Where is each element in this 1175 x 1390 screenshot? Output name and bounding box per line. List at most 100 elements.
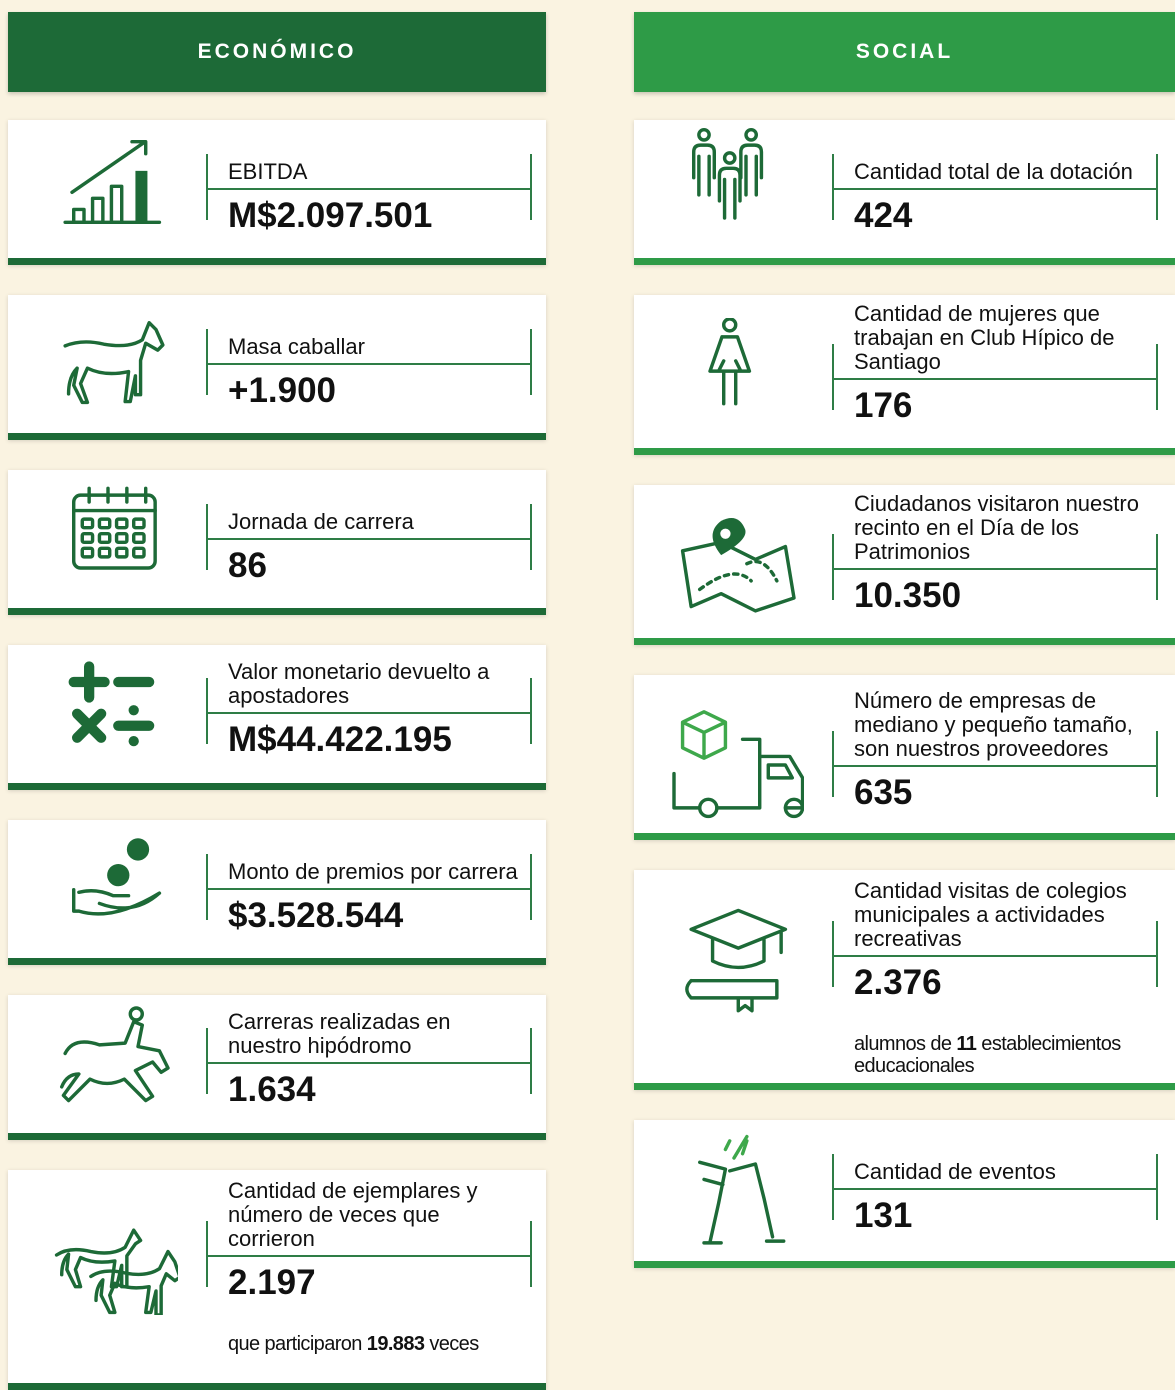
stat-value: M$44.422.195 [228,720,452,759]
divider [206,504,208,570]
icon [68,661,155,747]
divider [530,504,532,570]
card-bar [8,608,546,615]
stat-card: Cantidad de ejemplares y número de veces… [8,1170,546,1390]
stat-card: Valor monetario devuelto a apostadores M$… [8,645,546,790]
stat-value: 635 [854,773,913,812]
card-bar [8,1133,546,1140]
card-bar [634,448,1175,455]
icon [692,128,764,220]
note-text: establecimientos educacionales [854,1033,1121,1077]
divider [832,1188,1156,1190]
stat-card: Cantidad de mujeres que trabajan en Club… [634,295,1175,455]
icon [63,140,162,224]
stat-value: +1.900 [228,371,337,410]
header-title: ECONÓMICO [197,40,357,63]
stat-card: Ciudadanos visitaron nuestro recinto en … [634,485,1175,645]
divider [206,188,530,190]
divider [832,921,834,987]
stat-label: Masa caballar [228,334,365,359]
note-text: que participaron [228,1333,362,1355]
header-social: SOCIAL [634,12,1175,92]
stat-card: Cantidad total de la dotación 424 [634,120,1175,265]
divider [530,1028,532,1094]
icon [72,486,157,570]
stat-label: Cantidad visitas de colegios municipales… [854,878,1127,951]
header-title: SOCIAL [855,40,954,63]
divider [1156,921,1158,987]
stat-value: 1.634 [228,1070,316,1109]
divider [832,1154,834,1220]
note-text: alumnos de [854,1033,952,1055]
stat-value: 86 [228,546,267,585]
header-economico: ECONÓMICO [8,12,546,92]
divider [530,1221,532,1287]
stat-card: Masa caballar +1.900 [8,295,546,440]
stat-value: 10.350 [854,576,962,615]
divider [206,1221,208,1287]
stat-label: Ciudadanos visitaron nuestro recinto en … [854,491,1139,564]
card-bar [8,258,546,265]
stat-label: Carreras realizadas en nuestro hipódromo [228,1009,451,1058]
divider [530,854,532,920]
card-bar [8,783,546,790]
divider [206,1028,208,1094]
icon [680,518,796,613]
stat-card: Jornada de carrera 86 [8,470,546,615]
icon [72,838,162,916]
stat-card: Número de empresas de mediano y pequeño … [634,675,1175,840]
divider [1156,731,1158,797]
divider [206,854,208,920]
divider [832,955,1156,957]
divider [1156,154,1158,220]
stat-card: Monto de premios por carrera $3.528.544 [8,820,546,965]
stat-note: alumnos de 11 establecimientos educacion… [854,1033,1174,1077]
card-bar [634,638,1175,645]
icon [54,1228,178,1315]
stat-label: Valor monetario devuelto a apostadores [228,659,490,708]
card-bar [8,1383,546,1390]
stat-label: Jornada de carrera [228,509,414,534]
icon [685,908,788,1013]
stat-note: que participaron 19.883 veces [228,1333,546,1355]
divider [530,329,532,395]
stat-value: 2.376 [854,963,942,1002]
card-bar [634,258,1175,265]
stat-label: Cantidad de eventos [854,1159,1056,1184]
stat-label: EBITDA [228,159,308,184]
card-bar [634,1083,1175,1090]
stat-card: Cantidad de eventos 131 [634,1120,1175,1268]
divider [206,1062,530,1064]
stat-label: Cantidad de ejemplares y número de veces… [228,1178,478,1251]
note-bold: 19.883 [366,1333,425,1355]
icon [63,321,165,405]
divider [832,154,834,220]
divider [1156,1154,1158,1220]
divider [206,712,530,714]
stat-card: Carreras realizadas en nuestro hipódromo… [8,995,546,1140]
divider [530,154,532,220]
divider [206,154,208,220]
divider [206,1255,530,1257]
divider [832,344,834,410]
stat-value: 2.197 [228,1263,316,1302]
stat-label: Cantidad total de la dotación [854,159,1133,184]
card-bar [634,1261,1175,1268]
divider [832,731,834,797]
stat-card: Cantidad visitas de colegios municipales… [634,870,1175,1090]
icon [708,318,752,406]
note-text: veces [429,1333,479,1355]
divider [206,538,530,540]
divider [206,329,208,395]
icon [60,1006,170,1103]
note-bold: 11 [956,1033,977,1055]
stat-value: 424 [854,196,913,235]
divider [206,888,530,890]
divider [530,678,532,744]
stat-label: Monto de premios por carrera [228,859,518,884]
divider [206,363,530,365]
card-bar [8,958,546,965]
divider [1156,534,1158,600]
stat-label: Número de empresas de mediano y pequeño … [854,688,1133,761]
